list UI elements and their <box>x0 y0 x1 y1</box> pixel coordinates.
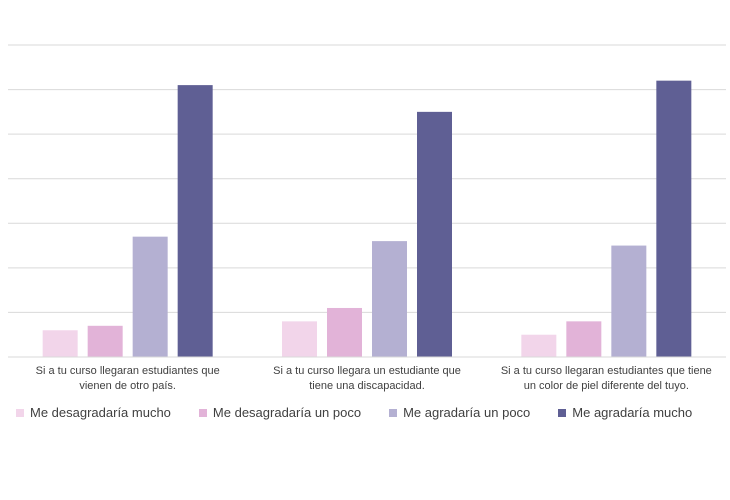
category-label-line: un color de piel diferente del tuyo. <box>523 380 689 392</box>
legend-label: Me agradaría un poco <box>403 405 531 420</box>
legend-swatch <box>16 408 24 417</box>
category-label-line: tiene una discapacidad. <box>309 380 425 392</box>
bar <box>282 321 317 357</box>
bar <box>177 85 213 357</box>
bars <box>42 80 692 358</box>
legend-label: Me desagradaría mucho <box>30 405 171 420</box>
bar <box>42 330 78 357</box>
category-label: Si a tu curso llegaran estudiantes que t… <box>486 364 726 394</box>
category-label-line: Si a tu curso llegara un estudiante que <box>273 365 461 377</box>
bar-chart <box>8 44 726 358</box>
legend-swatch <box>389 408 398 417</box>
bar <box>372 241 407 357</box>
bar <box>611 245 647 357</box>
legend-item: Me agradaría mucho <box>558 405 692 420</box>
bar <box>87 325 123 357</box>
category-label-line: Si a tu curso llegaran estudiantes que t… <box>500 365 712 377</box>
bar <box>566 321 602 357</box>
legend: Me desagradaría mucho Me desagradaría un… <box>16 405 720 420</box>
legend-swatch <box>198 408 207 417</box>
category-label-line: Si a tu curso llegaran estudiantes que <box>35 365 220 377</box>
legend-item: Me desagradaría mucho <box>16 405 171 420</box>
legend-item: Me agradaría un poco <box>389 405 530 420</box>
legend-label: Me desagradaría un poco <box>212 405 362 420</box>
bar <box>521 334 557 357</box>
bar <box>132 236 168 357</box>
legend-item: Me desagradaría un poco <box>198 405 362 420</box>
category-label: Si a tu curso llegara un estudiante que … <box>247 364 487 394</box>
bar <box>417 111 452 357</box>
category-label-line: vienen de otro país. <box>79 380 176 392</box>
legend-swatch <box>558 408 567 417</box>
bar <box>656 80 692 358</box>
bar <box>327 307 362 357</box>
legend-label: Me agradaría mucho <box>572 405 693 420</box>
gridlines <box>8 44 726 313</box>
category-label: Si a tu curso llegaran estudiantes que v… <box>8 364 248 394</box>
